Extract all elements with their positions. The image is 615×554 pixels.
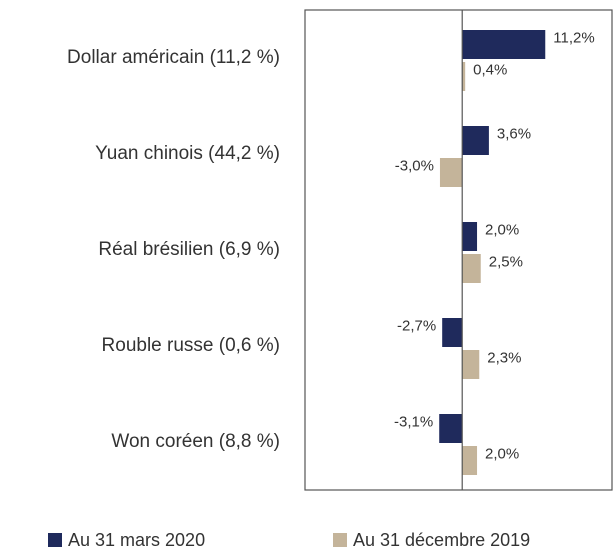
category-label: Réal brésilien (6,9 %) bbox=[98, 239, 280, 260]
bar bbox=[462, 254, 481, 283]
value-label: 2,0% bbox=[485, 221, 519, 238]
value-label: -2,7% bbox=[397, 317, 436, 334]
bar bbox=[462, 446, 478, 475]
bar bbox=[462, 30, 546, 59]
bar bbox=[462, 126, 489, 155]
value-label: 2,3% bbox=[487, 349, 521, 366]
value-label: 3,6% bbox=[497, 125, 531, 142]
bar bbox=[462, 350, 480, 379]
category-label: Yuan chinois (44,2 %) bbox=[95, 143, 280, 164]
bar bbox=[462, 62, 466, 91]
legend-label: Au 31 mars 2020 bbox=[68, 530, 205, 550]
bar bbox=[462, 222, 478, 251]
category-label: Won coréen (8,8 %) bbox=[111, 431, 280, 452]
bar bbox=[439, 414, 463, 443]
legend-swatch bbox=[48, 533, 62, 547]
value-label: 11,2% bbox=[553, 29, 594, 46]
value-label: 2,0% bbox=[485, 445, 519, 462]
category-label: Dollar américain (11,2 %) bbox=[67, 47, 280, 68]
value-label: -3,0% bbox=[395, 157, 434, 174]
legend-label: Au 31 décembre 2019 bbox=[353, 530, 530, 550]
bar bbox=[442, 318, 463, 347]
legend-swatch bbox=[333, 533, 347, 547]
value-label: 0,4% bbox=[473, 61, 507, 78]
plot-frame bbox=[304, 9, 613, 491]
category-label: Rouble russe (0,6 %) bbox=[102, 335, 280, 356]
value-label: 2,5% bbox=[489, 253, 523, 270]
bar bbox=[439, 158, 463, 187]
value-label: -3,1% bbox=[394, 413, 433, 430]
